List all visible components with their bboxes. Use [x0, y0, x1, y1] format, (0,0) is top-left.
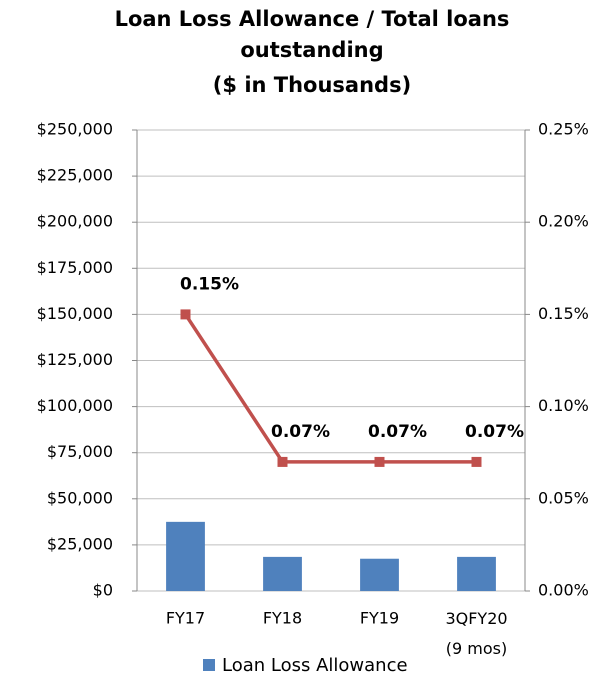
y2-tick-label: 0.10% — [538, 396, 589, 415]
chart-title: outstanding — [240, 38, 383, 62]
y-tick-label: $75,000 — [47, 442, 113, 461]
bar — [457, 556, 496, 591]
x-tick-label: 3QFY20 (9 mos) — [445, 609, 507, 658]
data-label: 0.15% — [180, 274, 239, 294]
y-tick-label: $200,000 — [37, 212, 113, 231]
x-tick-label: FY19 — [360, 609, 399, 628]
legend-label: Loan Loss Allowance — [222, 655, 408, 676]
marker — [471, 456, 482, 467]
y-tick-label: $100,000 — [37, 396, 113, 415]
y2-tick-label: 0.05% — [538, 488, 589, 507]
y-tick-label: $150,000 — [37, 304, 113, 323]
y2-tick-label: 0.15% — [538, 304, 589, 323]
y2-tick-label: 0.20% — [538, 212, 589, 231]
y-tick-label: $125,000 — [37, 350, 113, 369]
data-label: 0.07% — [465, 422, 524, 442]
bar — [360, 558, 399, 591]
y-tick-label: $0 — [93, 581, 113, 600]
y-tick-label: $250,000 — [37, 120, 113, 139]
marker — [374, 456, 385, 467]
chart-title: ($ in Thousands) — [213, 73, 411, 97]
y-tick-label: $175,000 — [37, 258, 113, 277]
data-label: 0.07% — [271, 422, 330, 442]
y-tick-label: $25,000 — [47, 534, 113, 553]
y2-tick-label: 0.25% — [538, 120, 589, 139]
y-tick-label: $225,000 — [37, 166, 113, 185]
x-tick-label: FY18 — [263, 609, 302, 628]
line — [184, 313, 477, 464]
legend-swatch — [203, 659, 215, 671]
marker — [180, 309, 191, 320]
bar — [263, 556, 302, 591]
x-tick-label: FY17 — [166, 609, 205, 628]
chart-title: Loan Loss Allowance / Total loans — [115, 7, 510, 31]
y2-tick-label: 0.00% — [538, 581, 589, 600]
data-label: 0.07% — [368, 422, 427, 442]
marker — [277, 456, 288, 467]
y-tick-label: $50,000 — [47, 488, 113, 507]
bar — [166, 521, 205, 591]
